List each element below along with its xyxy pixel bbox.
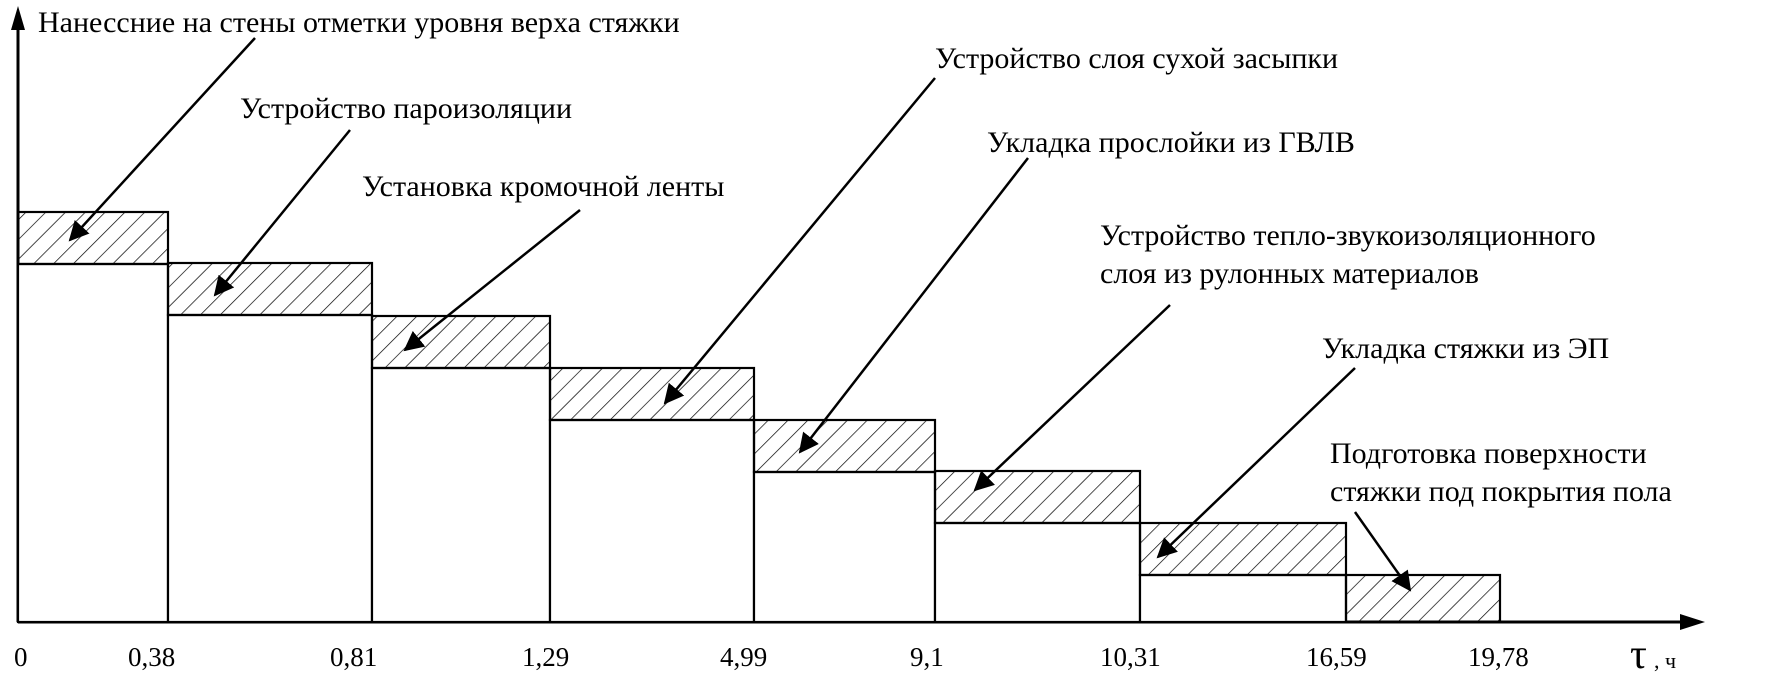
operation-hatched-band (370, 314, 552, 370)
leader-arrow (1156, 367, 1356, 559)
operation-label-line: Устройство тепло-звукоизоляционного (1100, 219, 1596, 252)
operation-label-line: Устройство пароизоляции (240, 92, 572, 125)
step-column (370, 366, 552, 624)
x-tick-label: 1,29 (522, 642, 569, 672)
x-axis-unit: , ч (1654, 648, 1676, 673)
x-axis-arrow-icon (1680, 614, 1705, 630)
leader-arrow (68, 37, 256, 242)
operation-hatched-band (752, 418, 937, 474)
operation-label-line: Устройство слоя сухой засыпки (935, 42, 1338, 75)
y-axis-arrow-icon (11, 6, 25, 30)
step-column (548, 418, 756, 624)
operation-label: Устройство пароизоляции (240, 92, 572, 125)
operation-label-line: Укладка стяжки из ЭП (1322, 332, 1609, 365)
step-column (166, 313, 374, 624)
operation-label-line: Укладка прослойки из ГВЛВ (987, 126, 1355, 159)
leader-arrow (663, 77, 936, 405)
operation-label: Укладка стяжки из ЭП (1322, 332, 1609, 365)
operation-label-line: Установка кромочной ленты (362, 170, 724, 203)
operation-hatched-band (548, 366, 756, 422)
x-tick-label: 0,81 (330, 642, 377, 672)
operation-hatched-band (933, 469, 1142, 525)
operation-label: Нанессние на стены отметки уровня верха … (38, 6, 680, 39)
operation-hatched-band (1138, 521, 1348, 577)
x-axis-symbol: τ (1630, 632, 1647, 678)
step-column (16, 262, 170, 624)
leader-arrow (798, 157, 1029, 454)
operation-label: Подготовка поверхности стяжки под покрыти… (1330, 437, 1672, 508)
leader-arrow (1353, 511, 1412, 592)
operation-label: Укладка прослойки из ГВЛВ (987, 126, 1355, 159)
x-tick-label: 16,59 (1306, 642, 1367, 672)
step-column (752, 470, 937, 624)
operation-label: Устройство слоя сухой засыпки (935, 42, 1338, 75)
operation-label-line: стяжки под покрытия пола (1330, 475, 1672, 508)
leader-arrows-group (68, 37, 1412, 592)
operation-hatched-band (166, 261, 374, 317)
leader-arrow (403, 209, 581, 352)
operation-label-line: Подготовка поверхности (1330, 437, 1647, 470)
leader-arrow (213, 129, 351, 297)
x-tick-label: 0 (14, 642, 28, 672)
operation-label-line: Нанессние на стены отметки уровня верха … (38, 6, 680, 39)
operation-label: Устройство тепло-звукоизоляционного слоя … (1100, 219, 1596, 290)
operation-labels-group: Нанессние на стены отметки уровня верха … (38, 6, 1672, 508)
x-tick-label: 9,1 (910, 642, 944, 672)
x-tick-label: 4,99 (720, 642, 767, 672)
operation-hatched-band (1344, 573, 1502, 624)
x-tick-label: 10,31 (1100, 642, 1161, 672)
step-column (933, 521, 1142, 624)
operation-hatched-band (16, 210, 170, 266)
operation-label-line: слоя из рулонных материалов (1100, 257, 1479, 290)
step-column (1138, 573, 1348, 624)
operation-label: Установка кромочной ленты (362, 170, 724, 203)
x-tick-label: 19,78 (1468, 642, 1529, 672)
x-axis-tick-labels: 0 0,38 0,81 1,29 4,99 9,1 10,31 16,59 19,78 (14, 642, 1529, 672)
x-tick-label: 0,38 (128, 642, 175, 672)
leader-arrow (973, 304, 1171, 492)
bars-group (16, 210, 1502, 624)
